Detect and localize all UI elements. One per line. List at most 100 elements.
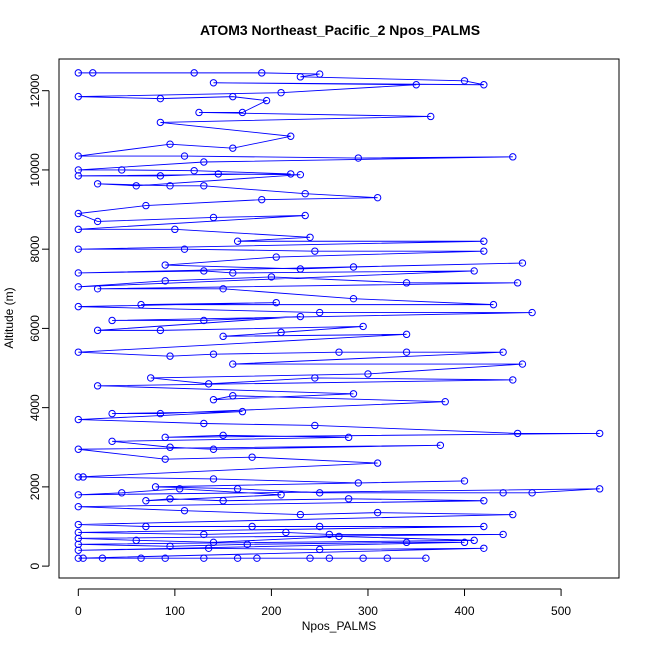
data-point (93, 285, 102, 293)
data-point (161, 554, 169, 562)
data-point (480, 522, 488, 531)
x-tick-label: 0 (75, 604, 82, 618)
data-point (287, 132, 295, 140)
data-point (166, 542, 174, 551)
data-point (74, 283, 83, 291)
data-point (287, 170, 295, 178)
data-point (311, 247, 319, 255)
data-point (74, 473, 83, 481)
data-point (229, 392, 237, 400)
data-point (74, 554, 83, 562)
data-point (441, 397, 449, 406)
data-point (200, 267, 208, 275)
data-point (306, 233, 314, 241)
data-point (412, 81, 420, 89)
data-point (509, 510, 517, 519)
x-tick-label: 200 (261, 604, 281, 618)
y-tick-label: 2000 (28, 473, 42, 500)
data-point (460, 477, 469, 485)
data-point (272, 298, 280, 307)
data-point (93, 382, 102, 390)
data-point (480, 544, 488, 552)
x-tick-label: 500 (551, 604, 571, 618)
y-axis: 0 2000 4000 6000 8000 10000 12000 (28, 74, 50, 569)
data-point (209, 396, 218, 404)
data-point (166, 140, 174, 148)
data-point (354, 154, 363, 162)
data-point (118, 166, 126, 174)
data-point (480, 247, 488, 255)
data-point (156, 409, 165, 418)
data-point (74, 152, 83, 160)
x-tick-label: 100 (165, 604, 185, 618)
data-point (243, 540, 251, 549)
data-point (311, 421, 319, 430)
data-point (238, 407, 247, 416)
data-point (349, 263, 358, 271)
data-point (528, 308, 536, 317)
data-point (595, 485, 604, 493)
data-point (489, 300, 498, 309)
plot-frame (58, 58, 620, 579)
data-point (229, 144, 237, 152)
data-point (518, 259, 527, 267)
data-point (402, 348, 411, 356)
y-tick-label: 6000 (28, 315, 42, 342)
data-point (277, 328, 285, 337)
data-point (74, 302, 83, 311)
x-tick-label: 400 (455, 604, 475, 618)
y-axis-label: Altitude (m) (2, 287, 16, 348)
data-point (166, 495, 174, 503)
data-point (509, 376, 517, 384)
data-point (306, 554, 314, 562)
data-point (364, 370, 372, 378)
data-point (219, 332, 227, 341)
data-point (74, 92, 83, 101)
data-point (108, 437, 116, 446)
data-point (74, 245, 83, 253)
y-tick-label: 10000 (28, 153, 42, 187)
data-point (93, 180, 102, 188)
data-point (427, 112, 435, 121)
data-point (499, 530, 507, 539)
data-point (296, 170, 305, 179)
data-point (480, 497, 488, 505)
x-tick-label: 300 (358, 604, 378, 618)
data-point (209, 350, 218, 358)
data-point (499, 348, 507, 356)
data-point (142, 201, 150, 210)
data-point (209, 213, 218, 222)
data-point (282, 528, 290, 537)
data-point (315, 70, 324, 78)
data-point (509, 153, 517, 161)
data-point (74, 172, 83, 180)
data-point (219, 285, 227, 293)
data-point (233, 485, 242, 493)
data-point (315, 545, 324, 554)
data-point (156, 326, 165, 335)
data-point (166, 182, 174, 190)
series-line (76, 72, 600, 559)
data-point (233, 554, 242, 562)
data-point (229, 269, 237, 277)
data-point (74, 209, 83, 218)
data-point (518, 360, 527, 368)
data-point (480, 237, 488, 245)
data-point (132, 536, 140, 545)
data-point (200, 554, 208, 562)
data-point (402, 330, 411, 339)
data-point (253, 554, 261, 562)
data-point (513, 279, 522, 287)
data-point (98, 554, 107, 562)
data-point (156, 172, 165, 180)
data-point (200, 182, 208, 190)
data-point (204, 380, 213, 388)
data-point (161, 433, 169, 442)
data-point (161, 277, 169, 285)
data-point (315, 308, 324, 317)
data-point (200, 158, 208, 166)
data-point (301, 211, 309, 220)
data-point (79, 554, 87, 562)
data-point (248, 453, 256, 461)
